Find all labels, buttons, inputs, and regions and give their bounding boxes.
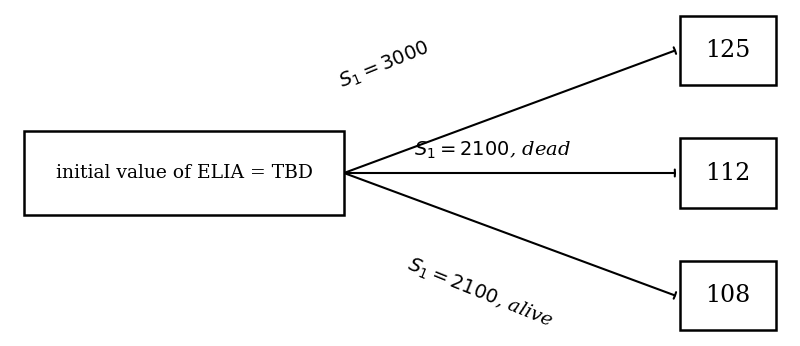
Bar <box>680 16 776 85</box>
Bar <box>680 261 776 330</box>
Bar <box>680 138 776 208</box>
Text: initial value of ELIA = TBD: initial value of ELIA = TBD <box>55 164 313 182</box>
Bar <box>24 131 344 215</box>
Text: 108: 108 <box>706 284 750 307</box>
Text: $S_1 = 3000$: $S_1 = 3000$ <box>336 38 432 93</box>
Text: 125: 125 <box>706 39 750 62</box>
Text: $S_1 = 2100$, alive: $S_1 = 2100$, alive <box>404 254 556 332</box>
Text: 112: 112 <box>706 162 750 184</box>
Text: $S_1 = 2100$, dead: $S_1 = 2100$, dead <box>414 139 570 161</box>
